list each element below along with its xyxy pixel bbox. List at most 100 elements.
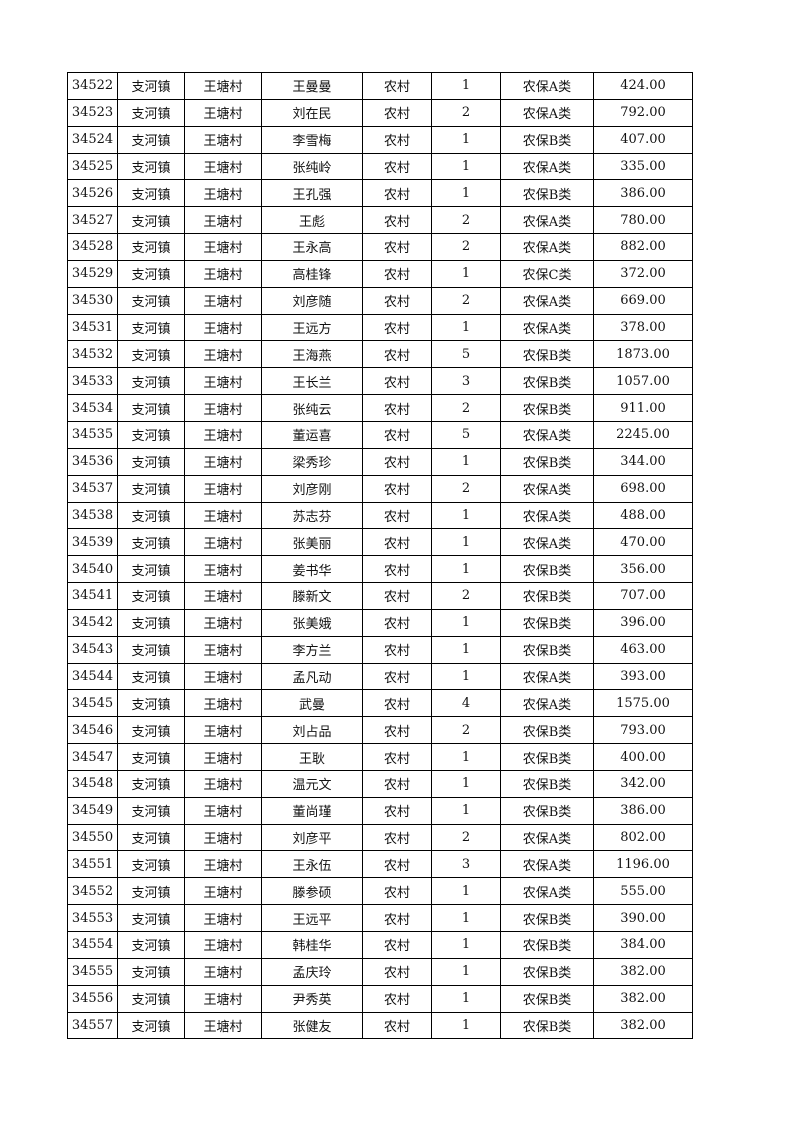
village-cell: 王塘村 — [184, 394, 262, 422]
id-cell: 34549 — [67, 796, 118, 825]
name-cell: 董尚瑾 — [261, 796, 363, 825]
town-cell: 支河镇 — [117, 689, 185, 718]
name-cell: 刘占品 — [261, 716, 363, 745]
type-cell: 农村 — [362, 313, 432, 342]
category-cell: 农保B类 — [500, 555, 594, 584]
amount-cell: 470.00 — [593, 528, 693, 557]
name-cell: 温元文 — [261, 769, 363, 798]
amount-cell: 396.00 — [593, 608, 693, 637]
type-cell: 农村 — [362, 528, 432, 557]
category-cell: 农保B类 — [500, 716, 594, 745]
name-cell: 韩桂华 — [261, 931, 363, 959]
name-cell: 王远方 — [261, 313, 363, 342]
village-cell: 王塘村 — [184, 743, 262, 771]
name-cell: 武曼 — [261, 689, 363, 718]
amount-cell: 555.00 — [593, 877, 693, 906]
category-cell: 农保B类 — [500, 394, 594, 422]
category-cell: 农保B类 — [500, 447, 594, 476]
type-cell: 农村 — [362, 206, 432, 235]
count-cell: 4 — [431, 689, 501, 718]
amount-cell: 1575.00 — [593, 689, 693, 718]
category-cell: 农保A类 — [500, 98, 594, 127]
amount-cell: 488.00 — [593, 501, 693, 530]
town-cell: 支河镇 — [117, 957, 185, 986]
town-cell: 支河镇 — [117, 662, 185, 691]
amount-cell: 344.00 — [593, 447, 693, 476]
type-cell: 农村 — [362, 904, 432, 932]
table-row: 34543 支河镇 王塘村 李方兰 农村 1 农保B类 463.00 — [67, 635, 693, 664]
name-cell: 滕参硕 — [261, 877, 363, 906]
category-cell: 农保A类 — [500, 823, 594, 852]
table-row: 34539 支河镇 王塘村 张美丽 农村 1 农保A类 470.00 — [67, 528, 693, 557]
category-cell: 农保A类 — [500, 528, 594, 557]
table-row: 34532 支河镇 王塘村 王海燕 农村 5 农保B类 1873.00 — [67, 340, 693, 369]
table-row: 34547 支河镇 王塘村 王耿 农村 1 农保B类 400.00 — [67, 743, 693, 771]
id-cell: 34557 — [67, 1011, 118, 1040]
count-cell: 2 — [431, 286, 501, 315]
name-cell: 滕新文 — [261, 582, 363, 610]
amount-cell: 463.00 — [593, 635, 693, 664]
id-cell: 34534 — [67, 394, 118, 422]
village-cell: 王塘村 — [184, 555, 262, 584]
village-cell: 王塘村 — [184, 823, 262, 852]
category-cell: 农保B类 — [500, 957, 594, 986]
count-cell: 5 — [431, 340, 501, 369]
name-cell: 王长兰 — [261, 367, 363, 396]
table-row: 34533 支河镇 王塘村 王长兰 农村 3 农保B类 1057.00 — [67, 367, 693, 396]
category-cell: 农保B类 — [500, 1011, 594, 1040]
name-cell: 李雪梅 — [261, 125, 363, 154]
name-cell: 尹秀英 — [261, 984, 363, 1013]
count-cell: 5 — [431, 420, 501, 449]
id-cell: 34556 — [67, 984, 118, 1013]
name-cell: 高桂锋 — [261, 259, 363, 288]
count-cell: 2 — [431, 394, 501, 422]
village-cell: 王塘村 — [184, 259, 262, 288]
id-cell: 34542 — [67, 608, 118, 637]
type-cell: 农村 — [362, 367, 432, 396]
table-row: 34540 支河镇 王塘村 姜书华 农村 1 农保B类 356.00 — [67, 555, 693, 584]
town-cell: 支河镇 — [117, 904, 185, 932]
town-cell: 支河镇 — [117, 608, 185, 637]
id-cell: 34525 — [67, 152, 118, 181]
type-cell: 农村 — [362, 1011, 432, 1040]
name-cell: 梁秀珍 — [261, 447, 363, 476]
table-row: 34524 支河镇 王塘村 李雪梅 农村 1 农保B类 407.00 — [67, 125, 693, 154]
type-cell: 农村 — [362, 957, 432, 986]
type-cell: 农村 — [362, 769, 432, 798]
category-cell: 农保B类 — [500, 769, 594, 798]
records-table: 34522 支河镇 王塘村 王曼曼 农村 1 农保A类 424.00 34523 支河镇 王塘村 刘在… — [67, 72, 693, 1040]
count-cell: 2 — [431, 233, 501, 261]
amount-cell: 707.00 — [593, 582, 693, 610]
name-cell: 孟凡动 — [261, 662, 363, 691]
village-cell: 王塘村 — [184, 904, 262, 932]
town-cell: 支河镇 — [117, 259, 185, 288]
amount-cell: 390.00 — [593, 904, 693, 932]
table-row: 34529 支河镇 王塘村 高桂锋 农村 1 农保C类 372.00 — [67, 259, 693, 288]
name-cell: 王曼曼 — [261, 72, 363, 100]
amount-cell: 2245.00 — [593, 420, 693, 449]
village-cell: 王塘村 — [184, 850, 262, 879]
village-cell: 王塘村 — [184, 206, 262, 235]
id-cell: 34544 — [67, 662, 118, 691]
village-cell: 王塘村 — [184, 98, 262, 127]
type-cell: 农村 — [362, 823, 432, 852]
category-cell: 农保B类 — [500, 743, 594, 771]
amount-cell: 382.00 — [593, 957, 693, 986]
category-cell: 农保A类 — [500, 72, 594, 100]
name-cell: 刘在民 — [261, 98, 363, 127]
amount-cell: 407.00 — [593, 125, 693, 154]
table-row: 34528 支河镇 王塘村 王永高 农村 2 农保A类 882.00 — [67, 233, 693, 261]
id-cell: 34554 — [67, 931, 118, 959]
amount-cell: 382.00 — [593, 1011, 693, 1040]
table-row: 34550 支河镇 王塘村 刘彦平 农村 2 农保A类 802.00 — [67, 823, 693, 852]
type-cell: 农村 — [362, 716, 432, 745]
village-cell: 王塘村 — [184, 582, 262, 610]
amount-cell: 1057.00 — [593, 367, 693, 396]
type-cell: 农村 — [362, 72, 432, 100]
amount-cell: 386.00 — [593, 179, 693, 208]
amount-cell: 780.00 — [593, 206, 693, 235]
count-cell: 1 — [431, 769, 501, 798]
name-cell: 刘彦平 — [261, 823, 363, 852]
name-cell: 李方兰 — [261, 635, 363, 664]
category-cell: 农保A类 — [500, 313, 594, 342]
